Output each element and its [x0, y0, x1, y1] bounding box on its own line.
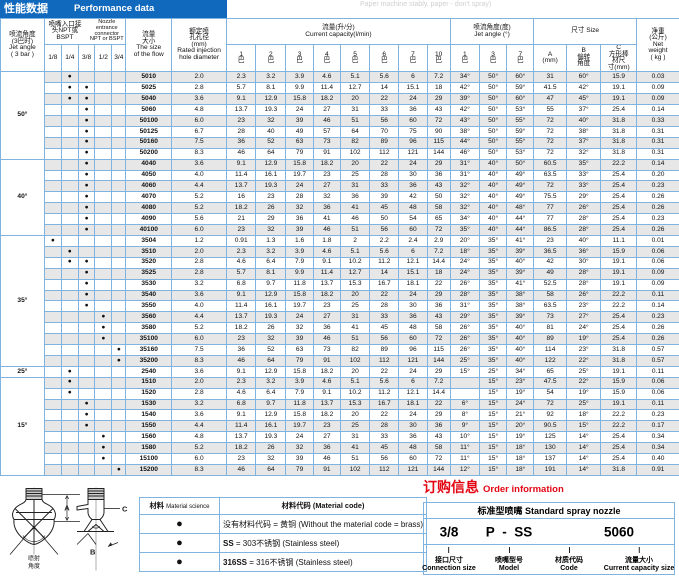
svg-text:B: B	[90, 548, 96, 557]
svg-text:角度: 角度	[28, 562, 40, 570]
svg-text:C: C	[122, 505, 128, 514]
svg-text:喷射: 喷射	[28, 555, 40, 563]
svg-text:A: A	[64, 504, 70, 513]
